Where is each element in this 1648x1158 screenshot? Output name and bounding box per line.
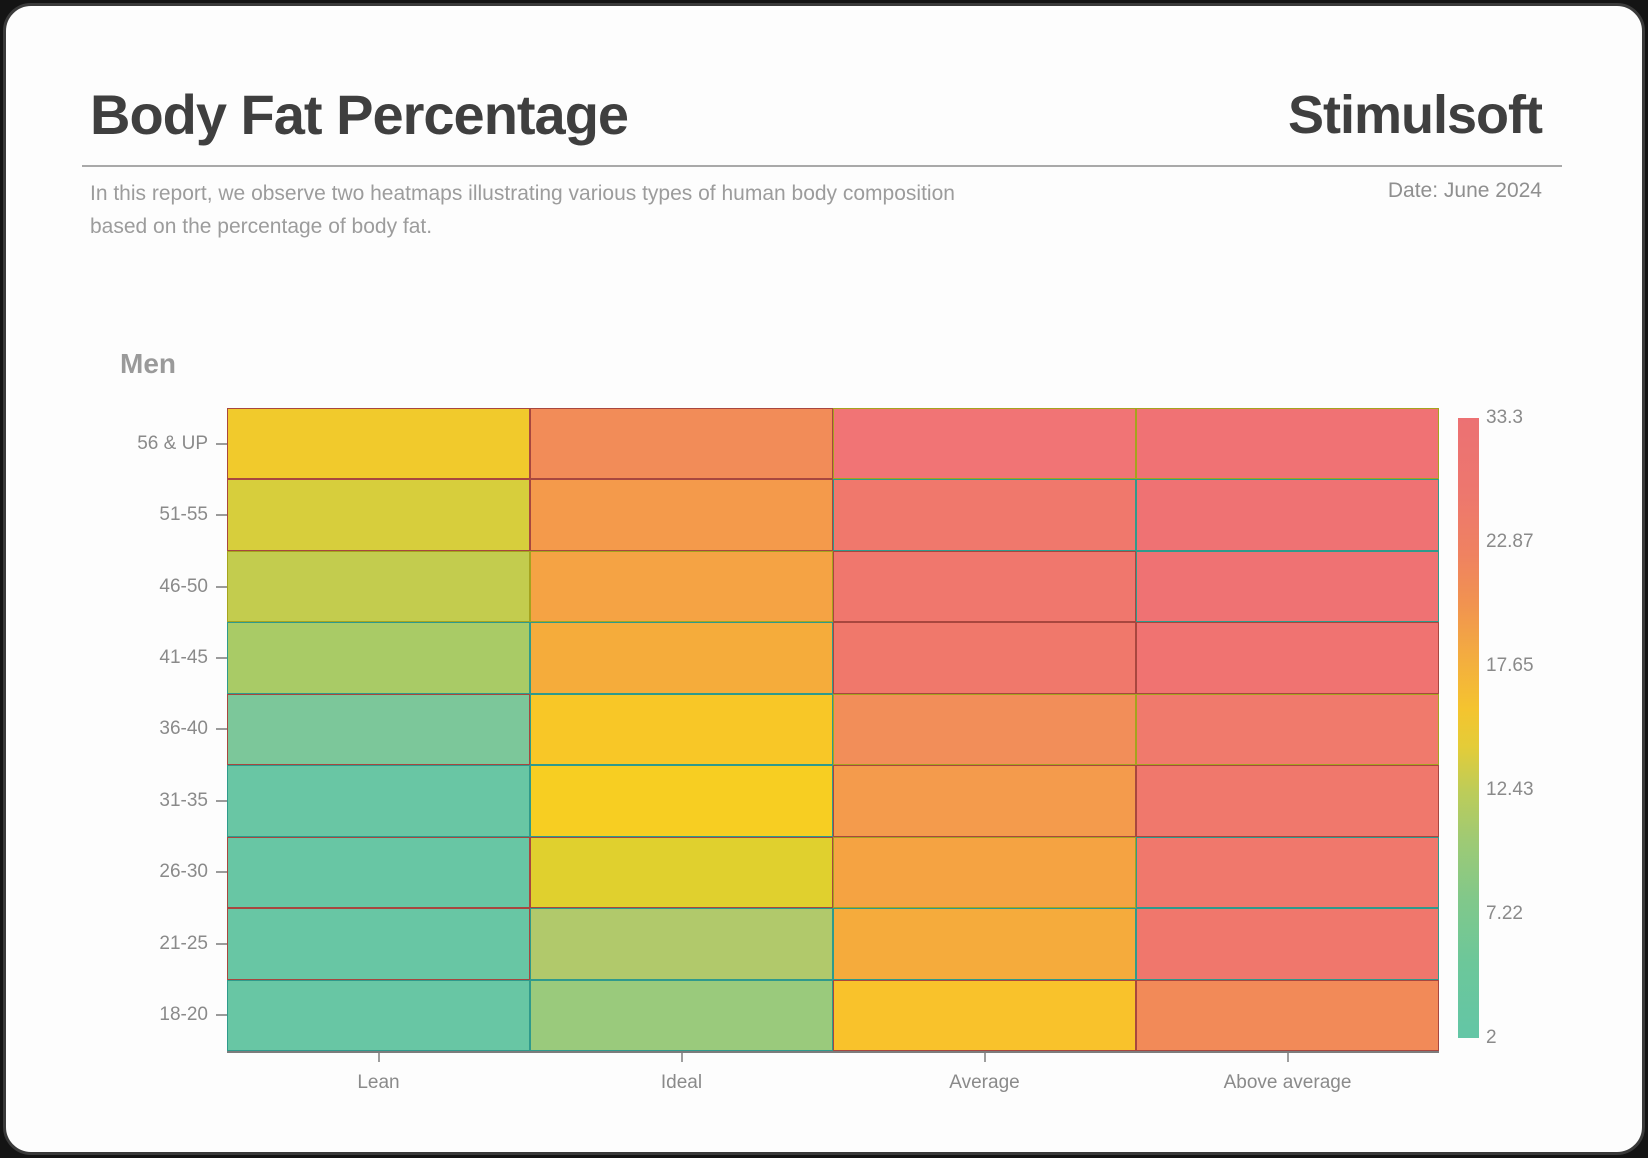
heatmap-cell bbox=[530, 836, 833, 909]
y-axis-tick bbox=[216, 1014, 227, 1017]
heatmap-cell bbox=[227, 979, 530, 1051]
heatmap-cell bbox=[833, 693, 1136, 766]
y-axis-row: 36-40 bbox=[76, 694, 227, 765]
report-subtitle-line-2: based on the percentage of body fat. bbox=[90, 215, 433, 238]
x-axis-tick bbox=[1286, 1053, 1289, 1062]
heatmap-cell bbox=[227, 836, 530, 909]
heatmap-cell bbox=[833, 622, 1136, 694]
heatmap-cell bbox=[227, 622, 530, 694]
heatmap-cell bbox=[227, 408, 530, 480]
x-axis-tick bbox=[377, 1053, 380, 1062]
heatmap-cell bbox=[1136, 693, 1439, 766]
heatmap-cell bbox=[530, 408, 833, 480]
heatmap-cell bbox=[530, 622, 833, 694]
heatmap-cell bbox=[227, 479, 530, 551]
heatmap-cell bbox=[530, 550, 833, 623]
heatmap-title: Men bbox=[120, 348, 176, 379]
y-axis-label: 31-35 bbox=[159, 789, 208, 811]
y-axis-row: 51-55 bbox=[76, 479, 227, 550]
legend-tick-label: 22.87 bbox=[1486, 531, 1534, 552]
header-divider bbox=[82, 165, 1562, 167]
heatmap-cell bbox=[530, 693, 833, 766]
legend-tick-label: 2 bbox=[1486, 1027, 1497, 1048]
heatmap-cell bbox=[227, 550, 530, 623]
y-axis-labels: 56 & UP 51-55 46-50 41-45 36-40 31-35 26-30 21-… bbox=[76, 408, 227, 1051]
x-axis-line bbox=[227, 1051, 1439, 1053]
y-axis-row: 31-35 bbox=[76, 765, 227, 836]
legend-colorbar bbox=[1458, 418, 1479, 1038]
y-axis-label: 46-50 bbox=[159, 575, 208, 597]
heatmap-cell bbox=[530, 908, 833, 980]
report-title: Body Fat Percentage bbox=[90, 83, 629, 146]
heatmap-cell bbox=[530, 765, 833, 837]
x-axis-label: Ideal bbox=[660, 1072, 703, 1093]
heatmap-cell bbox=[833, 479, 1136, 551]
y-axis-label: 51-55 bbox=[159, 504, 208, 526]
heatmap-cell bbox=[227, 765, 530, 837]
heatmap-cell bbox=[1136, 479, 1439, 551]
y-axis-row: 46-50 bbox=[76, 551, 227, 622]
y-axis-label: 41-45 bbox=[159, 647, 208, 669]
y-axis-tick bbox=[216, 871, 227, 874]
heatmap-cell bbox=[1136, 622, 1439, 694]
legend-tick-label: 7.22 bbox=[1486, 903, 1523, 924]
x-axis-tick bbox=[680, 1053, 683, 1062]
legend-tick-label: 12.43 bbox=[1486, 779, 1534, 800]
heatmap-cell bbox=[1136, 408, 1439, 480]
heatmap-cell bbox=[1136, 836, 1439, 909]
heatmap-cell bbox=[833, 836, 1136, 909]
report-date: Date: June 2024 bbox=[1387, 179, 1542, 202]
x-axis-tick bbox=[983, 1053, 986, 1062]
heatmap-cell bbox=[833, 908, 1136, 980]
x-axis-label: Lean bbox=[357, 1072, 400, 1093]
y-axis-label: 56 & UP bbox=[137, 432, 208, 454]
y-axis-tick bbox=[216, 728, 227, 731]
heatmap-grid bbox=[227, 408, 1439, 1051]
heatmap-cell bbox=[833, 979, 1136, 1051]
y-axis-tick bbox=[216, 799, 227, 802]
heatmap-cell bbox=[1136, 765, 1439, 837]
y-axis-tick bbox=[216, 585, 227, 588]
report-card: Body Fat Percentage Stimulsoft In this r… bbox=[3, 3, 1645, 1155]
heatmap-cell bbox=[1136, 979, 1439, 1051]
x-axis-label: Average bbox=[949, 1072, 1020, 1093]
heatmap-cell bbox=[530, 979, 833, 1051]
y-axis-label: 21-25 bbox=[159, 932, 208, 954]
y-axis-tick bbox=[216, 942, 227, 945]
brand-logo-text: Stimulsoft bbox=[1288, 85, 1543, 145]
y-axis-row: 56 & UP bbox=[76, 408, 227, 479]
heatmap-cell bbox=[833, 765, 1136, 837]
y-axis-tick bbox=[216, 442, 227, 445]
heatmap-cell bbox=[833, 408, 1136, 480]
y-axis-label: 36-40 bbox=[159, 718, 208, 740]
x-axis-label: Above average bbox=[1223, 1072, 1352, 1093]
y-axis-label: 18-20 bbox=[159, 1004, 208, 1026]
y-axis-row: 21-25 bbox=[76, 908, 227, 979]
y-axis-tick bbox=[216, 514, 227, 517]
y-axis-tick bbox=[216, 657, 227, 660]
y-axis-row: 41-45 bbox=[76, 622, 227, 693]
heatmap-cell bbox=[530, 479, 833, 551]
y-axis-label: 26-30 bbox=[159, 861, 208, 883]
heatmap-cell bbox=[227, 908, 530, 980]
heatmap-cell bbox=[1136, 550, 1439, 623]
heatmap-cell bbox=[227, 693, 530, 766]
y-axis-row: 26-30 bbox=[76, 837, 227, 908]
legend-tick-label: 17.65 bbox=[1486, 655, 1534, 676]
heatmap-cell bbox=[833, 550, 1136, 623]
report-subtitle-line-1: In this report, we observe two heatmaps … bbox=[90, 182, 955, 205]
y-axis-row: 18-20 bbox=[76, 980, 227, 1051]
report-subtitle: In this report, we observe two heatmaps … bbox=[90, 177, 1240, 243]
legend-tick-label: 33.3 bbox=[1486, 407, 1523, 428]
heatmap-cell bbox=[1136, 908, 1439, 980]
x-axis-labels: Lean Ideal Average Above average bbox=[227, 1072, 1439, 1094]
